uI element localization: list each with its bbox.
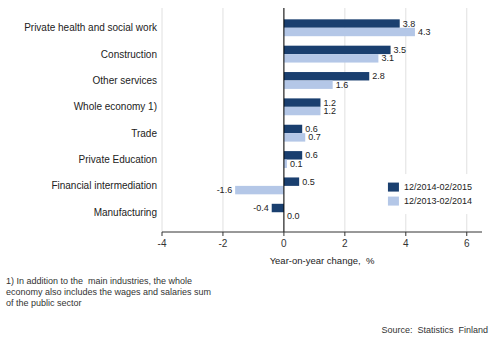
category-label: Other services <box>93 75 157 86</box>
chart: -0.40.50.60.61.22.83.53.80.0-1.60.10.71.… <box>0 0 494 339</box>
annotation-line: Source: Statistics Finland <box>381 325 488 335</box>
bars <box>235 19 415 212</box>
zero-line <box>283 8 284 232</box>
grid-line <box>222 8 223 232</box>
annotation-line: economy also includes the wages and sala… <box>6 287 211 297</box>
data-label: 1.6 <box>336 80 349 90</box>
bar <box>284 80 333 88</box>
axis-label: Year-on-year change, % <box>270 255 375 266</box>
tick <box>344 232 345 236</box>
bar <box>284 98 321 106</box>
bar <box>284 46 391 54</box>
data-label: 1.2 <box>323 106 336 116</box>
x-axis-line <box>162 232 482 233</box>
data-labels: -0.40.50.60.61.22.83.53.80.0-1.60.10.71.… <box>217 19 431 222</box>
category-label: Construction <box>101 49 157 60</box>
legend-box <box>382 174 478 214</box>
data-label: -1.6 <box>217 185 233 195</box>
grid-line <box>162 8 163 232</box>
tick-label: 6 <box>464 238 470 249</box>
data-label: 0.6 <box>305 150 318 160</box>
data-label: -0.4 <box>253 203 269 213</box>
bar <box>284 72 369 80</box>
bar <box>284 177 299 185</box>
annotation: Source: Statistics Finland <box>381 325 488 335</box>
annotation-line: 1) In addition to the main industries, t… <box>6 276 192 286</box>
bar <box>284 133 305 141</box>
tick-label: -2 <box>218 238 227 249</box>
legend: 12/2014-02/2015 12/2013-02/2014 <box>382 174 478 214</box>
legend-label: 12/2013-02/2014 <box>404 196 472 206</box>
data-label: 3.5 <box>394 45 407 55</box>
tick-label: 0 <box>281 238 287 249</box>
data-label: 4.3 <box>418 27 431 37</box>
data-label: 3.8 <box>403 19 416 29</box>
tick <box>405 232 406 236</box>
category-label: Manufacturing <box>94 207 157 218</box>
tick <box>283 232 284 236</box>
bar <box>272 204 284 212</box>
category-label: Trade <box>131 128 157 139</box>
tick <box>222 232 223 236</box>
annotation: 1) In addition to the main industries, t… <box>6 276 211 308</box>
bar <box>235 186 284 194</box>
tick-label: 4 <box>403 238 409 249</box>
bar <box>284 19 400 27</box>
grid-line <box>283 8 284 232</box>
data-label: 3.1 <box>381 53 394 63</box>
data-label: 0.7 <box>308 132 321 142</box>
tick-label: 2 <box>342 238 348 249</box>
legend-label: 12/2014-02/2015 <box>404 182 472 192</box>
tick <box>466 232 467 236</box>
tick <box>162 232 163 236</box>
data-label: 0.0 <box>287 211 300 221</box>
tick-label: -4 <box>158 238 167 249</box>
bar <box>284 125 302 133</box>
grid-line <box>344 8 345 232</box>
data-label: 0.1 <box>290 159 303 169</box>
category-label: Financial intermediation <box>51 180 157 191</box>
bar <box>284 54 378 62</box>
legend-swatch <box>388 197 399 206</box>
data-label: 2.8 <box>372 71 385 81</box>
category-label: Private Education <box>79 154 157 165</box>
bar <box>284 107 321 115</box>
data-label: 0.5 <box>302 177 315 187</box>
bar <box>284 28 415 36</box>
category-label: Private health and social work <box>24 22 158 33</box>
annotation-line: of the public sector <box>6 298 82 308</box>
category-label: Whole economy 1) <box>74 101 157 112</box>
legend-swatch <box>388 183 399 192</box>
